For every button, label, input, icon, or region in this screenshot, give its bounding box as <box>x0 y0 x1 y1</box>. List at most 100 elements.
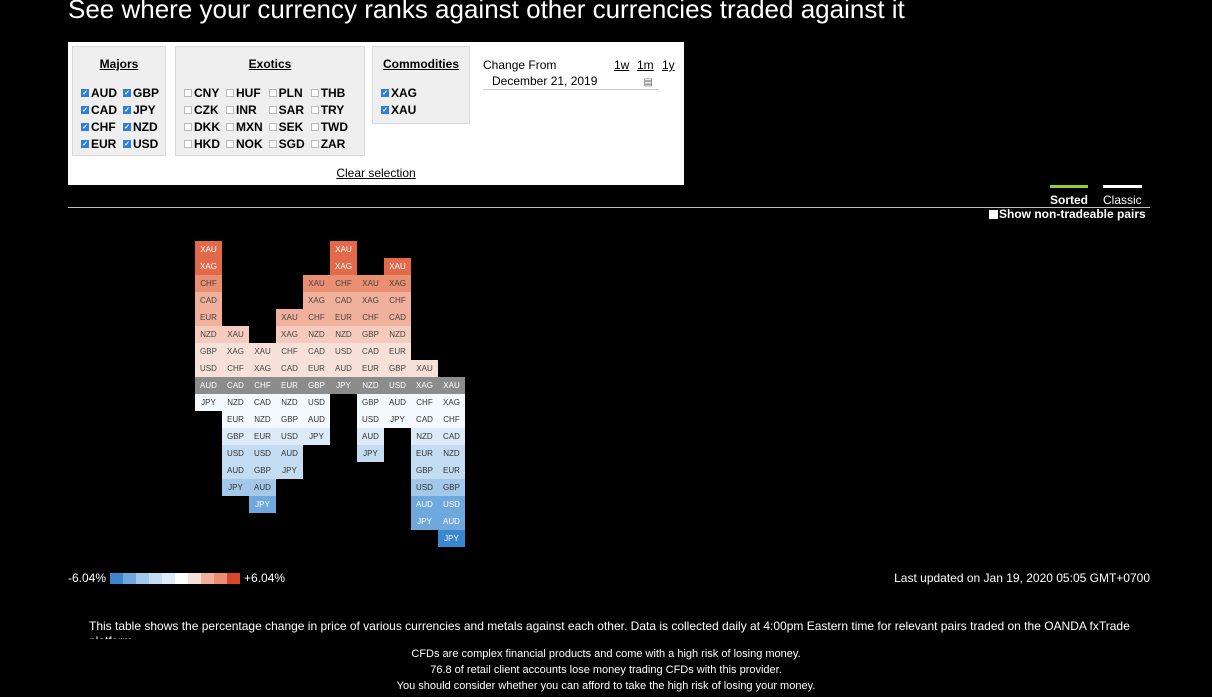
checkbox-cny[interactable]: CNY <box>184 85 220 100</box>
rank-cell[interactable]: CAD <box>195 292 222 309</box>
rank-cell[interactable]: XAU <box>330 241 357 258</box>
unchecked-box-icon[interactable] <box>184 88 192 97</box>
sorted-toggle[interactable]: Sorted <box>1050 185 1089 207</box>
checkbox-sar[interactable]: SAR <box>268 102 305 117</box>
checkbox-chf[interactable]: ✓ CHF <box>81 119 117 134</box>
rank-cell[interactable]: CAD <box>276 360 303 377</box>
rank-cell[interactable]: AUD <box>303 411 330 428</box>
checkbox-usd[interactable]: ✓ USD <box>123 136 159 151</box>
rank-cell[interactable]: CAD <box>411 411 438 428</box>
unchecked-box-icon[interactable] <box>310 139 319 148</box>
rank-cell[interactable]: USD <box>249 445 276 462</box>
rank-cell[interactable]: CAD <box>438 428 465 445</box>
rank-cell[interactable]: JPY <box>195 394 222 411</box>
rank-cell[interactable]: JPY <box>438 530 465 547</box>
rank-cell[interactable]: GBP <box>276 411 303 428</box>
rank-cell[interactable]: AUD <box>438 513 465 530</box>
checkbox-nzd[interactable]: ✓ NZD <box>123 119 159 134</box>
rank-cell[interactable]: EUR <box>411 445 438 462</box>
rank-cell[interactable]: CHF <box>411 394 438 411</box>
rank-cell[interactable]: NZD <box>303 326 330 343</box>
rank-cell[interactable]: CHF <box>249 377 276 394</box>
rank-cell[interactable]: USD <box>330 343 357 360</box>
checked-box-icon[interactable]: ✓ <box>123 105 131 114</box>
checkbox-cad[interactable]: ✓ CAD <box>81 102 117 117</box>
rank-cell[interactable]: CAD <box>384 309 411 326</box>
rank-cell[interactable]: XAG <box>303 292 330 309</box>
checkbox-xau[interactable]: ✓ XAU <box>381 102 417 117</box>
rank-cell[interactable]: NZD <box>276 394 303 411</box>
rank-cell[interactable]: JPY <box>384 411 411 428</box>
rank-cell[interactable]: JPY <box>330 377 357 394</box>
checkbox-inr[interactable]: INR <box>226 102 263 117</box>
unchecked-box-icon[interactable] <box>184 105 192 114</box>
rank-cell[interactable]: CHF <box>303 309 330 326</box>
unchecked-box-icon[interactable] <box>268 139 277 148</box>
rank-cell[interactable]: GBP <box>303 377 330 394</box>
rank-cell[interactable]: CHF <box>276 343 303 360</box>
rank-cell[interactable]: NZD <box>384 326 411 343</box>
rank-cell[interactable]: NZD <box>222 394 249 411</box>
rank-cell[interactable]: GBP <box>357 326 384 343</box>
rank-cell[interactable]: GBP <box>438 479 465 496</box>
checkbox-sek[interactable]: SEK <box>268 119 305 134</box>
rank-cell[interactable]: USD <box>384 377 411 394</box>
calendar-icon[interactable]: ▤ <box>643 77 653 88</box>
rank-cell[interactable]: XAG <box>330 258 357 275</box>
range-1w-link[interactable]: 1w <box>614 58 630 72</box>
checkbox-mxn[interactable]: MXN <box>226 119 263 134</box>
rank-cell[interactable]: NZD <box>357 377 384 394</box>
unchecked-box-icon[interactable] <box>268 122 277 131</box>
rank-cell[interactable]: XAU <box>411 360 438 377</box>
rank-cell[interactable]: XAG <box>249 360 276 377</box>
unchecked-box-icon[interactable] <box>310 122 319 131</box>
rank-cell[interactable]: EUR <box>303 360 330 377</box>
unchecked-box-icon[interactable] <box>226 139 234 148</box>
rank-cell[interactable]: USD <box>357 411 384 428</box>
checkbox-twd[interactable]: TWD <box>310 119 348 134</box>
checkbox-xag[interactable]: ✓ XAG <box>381 85 417 100</box>
checkbox-aud[interactable]: ✓ AUD <box>81 85 117 100</box>
rank-cell[interactable]: AUD <box>411 496 438 513</box>
rank-cell[interactable]: EUR <box>195 309 222 326</box>
rank-cell[interactable]: XAG <box>276 326 303 343</box>
unchecked-box-icon[interactable] <box>226 122 234 131</box>
unchecked-box-icon[interactable] <box>310 105 319 114</box>
rank-cell[interactable]: CHF <box>195 275 222 292</box>
rank-cell[interactable]: USD <box>438 496 465 513</box>
unchecked-box-icon[interactable] <box>184 139 192 148</box>
rank-cell[interactable]: CHF <box>330 275 357 292</box>
rank-cell[interactable]: EUR <box>384 343 411 360</box>
rank-cell[interactable]: XAG <box>438 394 465 411</box>
rank-cell[interactable]: EUR <box>357 360 384 377</box>
checkbox-sgd[interactable]: SGD <box>268 136 305 151</box>
rank-cell[interactable]: XAU <box>222 326 249 343</box>
rank-cell[interactable]: XAG <box>411 377 438 394</box>
show-nontradeable-checkbox[interactable]: Show non-tradeable pairs <box>989 207 1146 221</box>
rank-cell[interactable]: USD <box>195 360 222 377</box>
rank-cell[interactable]: XAG <box>195 258 222 275</box>
checkbox-czk[interactable]: CZK <box>184 102 220 117</box>
unchecked-box-icon[interactable] <box>184 122 192 131</box>
checked-box-icon[interactable]: ✓ <box>123 88 131 97</box>
rank-cell[interactable]: CAD <box>330 292 357 309</box>
rank-cell[interactable]: AUD <box>276 445 303 462</box>
checkbox-zar[interactable]: ZAR <box>310 136 348 151</box>
rank-cell[interactable]: EUR <box>249 428 276 445</box>
rank-cell[interactable]: GBP <box>249 462 276 479</box>
rank-cell[interactable]: JPY <box>222 479 249 496</box>
checkbox-huf[interactable]: HUF <box>226 85 263 100</box>
rank-cell[interactable]: CHF <box>222 360 249 377</box>
rank-cell[interactable]: CAD <box>249 394 276 411</box>
rank-cell[interactable]: NZD <box>330 326 357 343</box>
checkbox-hkd[interactable]: HKD <box>184 136 220 151</box>
range-1m-link[interactable]: 1m <box>637 58 654 72</box>
rank-cell[interactable]: AUD <box>384 394 411 411</box>
checked-box-icon[interactable]: ✓ <box>81 139 89 148</box>
rank-cell[interactable]: XAU <box>249 343 276 360</box>
rank-cell[interactable]: USD <box>276 428 303 445</box>
checkbox-nok[interactable]: NOK <box>226 136 263 151</box>
rank-cell[interactable]: AUD <box>357 428 384 445</box>
rank-cell[interactable]: NZD <box>249 411 276 428</box>
rank-cell[interactable]: AUD <box>222 462 249 479</box>
